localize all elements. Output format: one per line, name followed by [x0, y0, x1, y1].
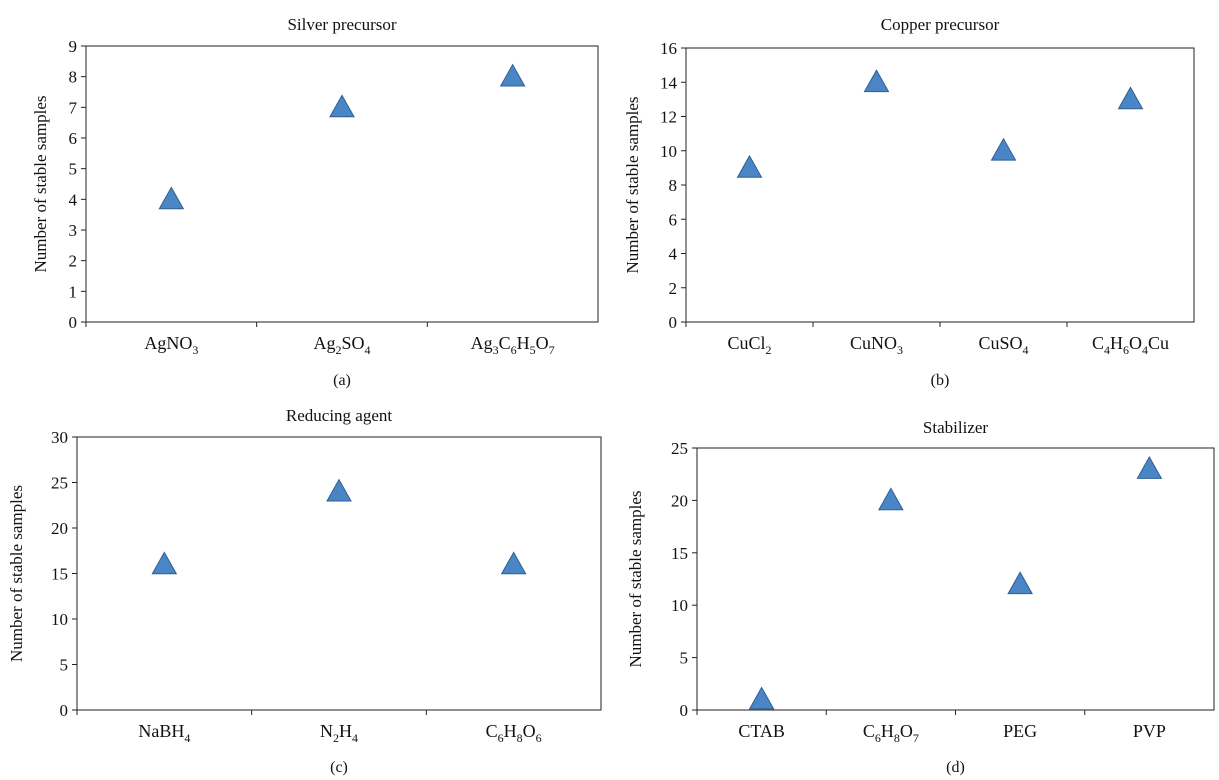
y-tick-label: 0 — [669, 313, 678, 332]
y-tick-label: 1 — [69, 282, 78, 301]
x-tick-label: Ag3C6H5O7 — [471, 333, 555, 357]
y-tick-label: 30 — [51, 428, 68, 447]
panel-label: (a) — [333, 372, 351, 389]
x-tick-label: PVP — [1133, 721, 1166, 741]
y-tick-label: 10 — [51, 610, 68, 629]
chart-title: Copper precursor — [881, 15, 1000, 34]
chart-title: Silver precursor — [287, 15, 396, 34]
x-tick-label: AgNO3 — [144, 333, 198, 357]
y-axis-label: Number of stable samples — [31, 95, 50, 272]
y-tick-label: 9 — [69, 37, 78, 56]
data-point-marker — [151, 551, 178, 575]
y-tick-label: 4 — [669, 245, 678, 264]
y-tick-label: 20 — [671, 491, 688, 510]
y-tick-label: 5 — [680, 649, 689, 668]
panel-label: (b) — [931, 372, 950, 389]
chart-panel-3: Reducing agent Number of stable samples (c… — [7, 406, 602, 776]
y-tick-label: 7 — [69, 98, 78, 117]
y-tick-label: 4 — [69, 190, 78, 209]
y-tick-label: 15 — [671, 544, 688, 563]
chart-panel-2: Copper precursor Number of stable samples… — [623, 15, 1195, 389]
y-tick-label: 5 — [60, 656, 69, 675]
data-point-marker — [748, 686, 775, 710]
data-point-marker — [990, 137, 1017, 161]
chart-title: Stabilizer — [923, 418, 988, 437]
x-tick-label: C4H6O4Cu — [1092, 333, 1169, 357]
chart-title: Reducing agent — [286, 406, 392, 425]
x-tick-label: PEG — [1003, 721, 1037, 741]
y-tick-label: 10 — [660, 142, 677, 161]
y-tick-label: 2 — [69, 252, 78, 271]
x-tick-label: CuCl2 — [727, 333, 771, 357]
y-tick-label: 6 — [669, 210, 678, 229]
data-point-marker — [329, 94, 355, 118]
y-axis-label: Number of stable samples — [7, 485, 26, 662]
chart-panel-1: Silver precursor Number of stable samples… — [31, 15, 599, 389]
y-tick-label: 8 — [69, 68, 78, 87]
data-point-marker — [863, 69, 890, 93]
data-point-marker — [326, 478, 352, 502]
data-point-marker — [1117, 86, 1144, 110]
x-tick-label: C6H8O7 — [863, 721, 919, 745]
data-point-marker — [736, 154, 763, 178]
x-tick-label: CuNO3 — [850, 333, 903, 357]
data-point-marker — [499, 63, 526, 87]
y-tick-label: 0 — [69, 313, 78, 332]
y-axis-label: Number of stable samples — [623, 96, 642, 273]
y-axis-label: Number of stable samples — [626, 490, 645, 667]
data-point-marker — [1007, 571, 1033, 595]
plot-frame — [696, 447, 1215, 711]
y-tick-label: 15 — [51, 565, 68, 584]
y-tick-label: 14 — [660, 73, 678, 92]
y-tick-label: 2 — [669, 279, 678, 298]
y-tick-label: 0 — [60, 701, 69, 720]
y-tick-label: 25 — [671, 439, 688, 458]
x-tick-label: C6H8O6 — [486, 721, 542, 745]
data-point-marker — [158, 186, 185, 210]
x-tick-label: NaBH4 — [138, 721, 190, 745]
panel-label: (d) — [946, 759, 965, 776]
data-point-marker — [1136, 455, 1163, 479]
x-tick-label: CuSO4 — [978, 333, 1028, 357]
y-tick-label: 6 — [69, 129, 78, 148]
y-tick-label: 3 — [69, 221, 78, 240]
y-tick-label: 16 — [660, 39, 677, 58]
x-tick-label: N2H4 — [320, 721, 358, 745]
data-point-marker — [878, 487, 904, 511]
x-tick-label: CTAB — [738, 721, 785, 741]
y-tick-label: 25 — [51, 474, 68, 493]
y-tick-label: 8 — [669, 176, 678, 195]
plot-frame — [85, 45, 599, 323]
plot-frame — [685, 47, 1195, 323]
y-tick-label: 10 — [671, 596, 688, 615]
y-tick-label: 12 — [660, 108, 677, 127]
x-tick-label: Ag2SO4 — [313, 333, 370, 357]
data-point-marker — [500, 551, 527, 575]
y-tick-label: 0 — [680, 701, 689, 720]
y-tick-label: 20 — [51, 519, 68, 538]
panel-label: (c) — [330, 759, 348, 776]
y-tick-label: 5 — [69, 160, 78, 179]
chart-panel-4: Stabilizer Number of stable samples (d) 0 5 1… — [626, 418, 1215, 776]
